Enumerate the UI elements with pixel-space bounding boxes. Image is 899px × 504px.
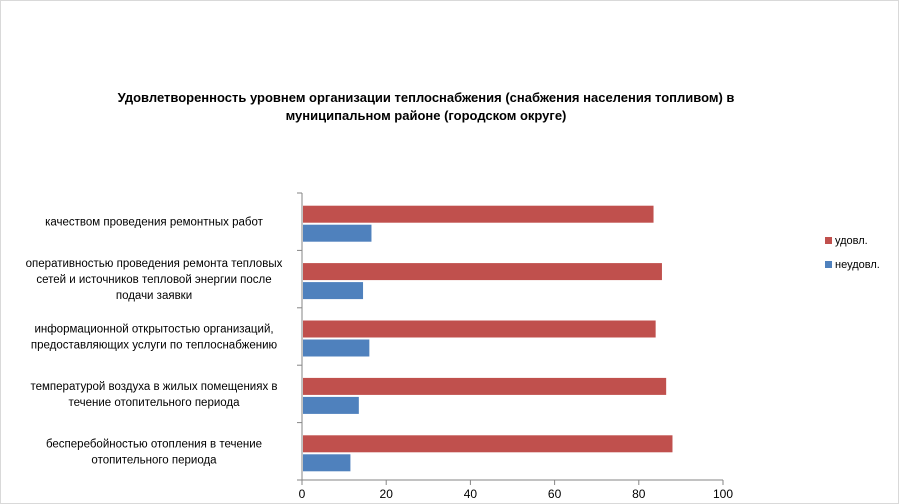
category-label: течение отопительного периода — [68, 397, 240, 409]
category-label: подачи заявки — [116, 290, 192, 302]
bar-neudovl — [303, 396, 359, 414]
bar-neudovl — [303, 454, 351, 472]
bar-udovl — [303, 263, 662, 281]
chart-title-line-2: муниципальном районе (городском округе) — [285, 108, 567, 123]
x-tick-label: 80 — [632, 487, 646, 501]
bar-neudovl — [303, 224, 372, 242]
bar-neudovl — [303, 339, 370, 357]
bar-neudovl — [303, 282, 364, 300]
x-tick-label: 60 — [548, 487, 562, 501]
bar-udovl — [303, 377, 667, 395]
category-label: бесперебойностью отопления в течение — [46, 438, 262, 450]
legend-swatch — [825, 261, 832, 268]
category-label: температурой воздуха в жилых помещениях … — [30, 381, 277, 393]
x-tick-label: 0 — [299, 487, 306, 501]
bar-udovl — [303, 320, 656, 338]
category-label: информационной открытостью организаций, — [34, 324, 273, 336]
bar-udovl — [303, 205, 654, 223]
category-label: оперативностью проведения ремонта теплов… — [26, 258, 283, 270]
legend-swatch — [825, 237, 832, 244]
chart-title-line-1: Удовлетворенность уровнем организации те… — [117, 90, 735, 105]
legend-label: удовл. — [835, 235, 868, 247]
x-tick-label: 40 — [464, 487, 478, 501]
x-tick-label: 20 — [380, 487, 394, 501]
category-label: сетей и источников тепловой энергии посл… — [36, 274, 271, 286]
category-label: отопительного периода — [91, 454, 217, 466]
chart-title: Удовлетворенность уровнем организации те… — [61, 89, 791, 125]
x-tick-label: 100 — [713, 487, 733, 501]
category-label: качеством проведения ремонтных работ — [45, 217, 264, 229]
category-label: предоставляющих услуги по теплоснабжению — [31, 340, 278, 352]
bar-udovl — [303, 435, 673, 453]
legend-label: неудовл. — [835, 259, 880, 271]
